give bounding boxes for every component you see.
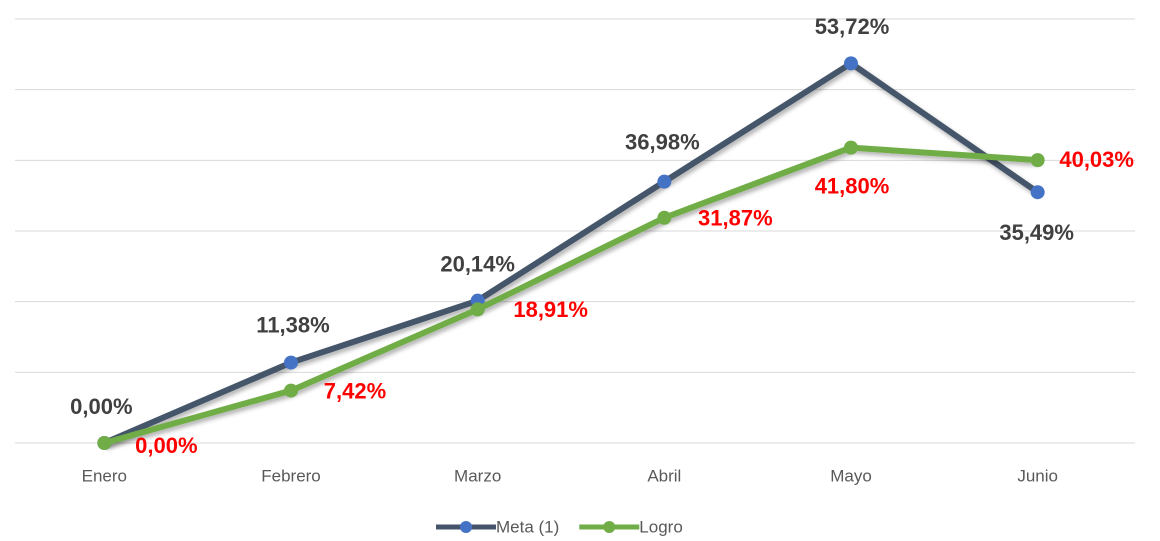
series-line [103, 60, 1040, 446]
marker [470, 302, 485, 317]
legend-label: Logro [639, 517, 682, 536]
series-line [103, 144, 1038, 446]
marker [844, 140, 858, 155]
legend-item: Logro [579, 517, 683, 536]
data-label: 35,49% [999, 220, 1074, 245]
data-label: 53,72% [815, 14, 890, 39]
data-label: 31,87% [698, 206, 773, 231]
marker [844, 56, 858, 71]
marker [97, 436, 112, 450]
data-label: 0,00% [135, 433, 197, 458]
marker [657, 210, 672, 225]
x-tick-label: Enero [82, 466, 127, 485]
x-tick-label: Junio [1017, 466, 1058, 485]
data-label: 40,03% [1059, 147, 1134, 172]
data-label: 20,14% [440, 251, 515, 276]
data-label: 7,42% [324, 378, 386, 403]
data-label: 0,00% [70, 394, 132, 419]
legend-label: Meta (1) [496, 517, 559, 536]
legend-marker [460, 521, 472, 533]
data-label: 11,38% [256, 312, 329, 337]
marker [657, 174, 672, 189]
marker [1030, 153, 1045, 168]
marker [284, 383, 298, 398]
data-label: 41,80% [815, 173, 890, 198]
x-tick-label: Febrero [261, 466, 321, 485]
x-tick-label: Mayo [830, 466, 872, 485]
x-tick-label: Marzo [454, 466, 501, 485]
data-label: 36,98% [625, 129, 700, 154]
data-label: 18,91% [513, 297, 588, 322]
x-tick-label: Abril [647, 466, 681, 485]
legend-marker [603, 521, 616, 533]
marker [284, 355, 298, 370]
legend-item: Meta (1) [436, 517, 559, 536]
marker [1030, 185, 1045, 200]
